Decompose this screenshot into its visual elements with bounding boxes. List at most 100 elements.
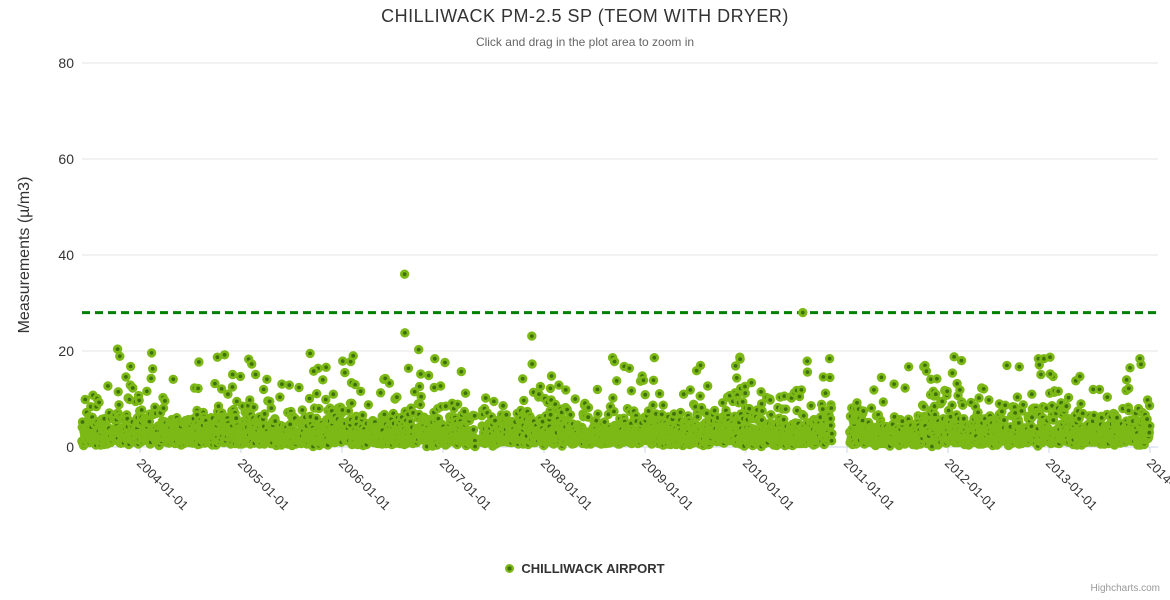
- data-point[interactable]: [921, 366, 932, 376]
- data-point[interactable]: [608, 393, 618, 403]
- data-point[interactable]: [304, 393, 315, 404]
- data-point[interactable]: [94, 397, 104, 408]
- data-point[interactable]: [125, 361, 136, 372]
- data-point[interactable]: [416, 369, 426, 379]
- data-point[interactable]: [1061, 401, 1072, 411]
- data-point[interactable]: [392, 392, 402, 402]
- data-point[interactable]: [878, 397, 888, 407]
- data-point[interactable]: [554, 380, 564, 390]
- data-point[interactable]: [955, 385, 965, 395]
- data-point[interactable]: [158, 403, 169, 413]
- data-point[interactable]: [112, 344, 123, 354]
- data-point[interactable]: [973, 407, 983, 418]
- data-point[interactable]: [338, 356, 348, 366]
- data-point[interactable]: [798, 307, 808, 318]
- data-point[interactable]: [757, 406, 767, 416]
- data-point[interactable]: [1094, 384, 1105, 395]
- data-point[interactable]: [416, 391, 426, 402]
- data-point[interactable]: [270, 416, 280, 426]
- data-point[interactable]: [740, 388, 750, 398]
- data-point[interactable]: [648, 375, 659, 385]
- data-point[interactable]: [350, 379, 360, 390]
- data-point[interactable]: [735, 354, 745, 364]
- data-point[interactable]: [545, 383, 556, 394]
- data-point[interactable]: [756, 387, 766, 397]
- data-point[interactable]: [654, 389, 665, 399]
- data-point[interactable]: [592, 384, 603, 395]
- data-point[interactable]: [142, 386, 152, 396]
- data-point[interactable]: [919, 402, 929, 412]
- data-point[interactable]: [489, 396, 499, 407]
- data-point[interactable]: [527, 359, 537, 369]
- data-point[interactable]: [1018, 400, 1028, 410]
- data-point[interactable]: [958, 400, 968, 410]
- data-point[interactable]: [114, 400, 124, 410]
- data-point[interactable]: [889, 379, 899, 389]
- data-point[interactable]: [802, 367, 813, 377]
- data-point[interactable]: [984, 395, 994, 405]
- data-point[interactable]: [246, 359, 257, 369]
- data-point[interactable]: [648, 400, 658, 410]
- data-point[interactable]: [956, 355, 967, 366]
- data-point[interactable]: [583, 402, 594, 413]
- data-point[interactable]: [231, 413, 241, 423]
- data-point[interactable]: [294, 382, 304, 393]
- data-point[interactable]: [802, 356, 812, 366]
- data-point[interactable]: [942, 386, 952, 396]
- data-point[interactable]: [876, 372, 887, 383]
- data-point[interactable]: [570, 394, 580, 404]
- data-point[interactable]: [275, 392, 285, 402]
- data-point[interactable]: [806, 401, 816, 411]
- data-point[interactable]: [128, 383, 138, 393]
- data-point[interactable]: [799, 411, 809, 421]
- data-point[interactable]: [363, 400, 374, 410]
- data-point[interactable]: [1000, 400, 1010, 410]
- data-point[interactable]: [146, 373, 156, 384]
- data-point[interactable]: [121, 372, 131, 382]
- data-point[interactable]: [147, 364, 158, 374]
- data-point[interactable]: [1012, 392, 1023, 402]
- data-point[interactable]: [399, 269, 410, 279]
- data-point[interactable]: [227, 382, 238, 392]
- data-point[interactable]: [424, 370, 434, 381]
- data-point[interactable]: [250, 369, 261, 380]
- legend-item-chilliwack-airport[interactable]: CHILLIWACK AIRPORT: [505, 561, 665, 576]
- data-point[interactable]: [979, 384, 989, 394]
- data-point[interactable]: [435, 381, 446, 391]
- data-point[interactable]: [459, 406, 470, 417]
- data-point[interactable]: [232, 396, 242, 407]
- data-point[interactable]: [1145, 421, 1155, 431]
- data-point[interactable]: [1124, 383, 1134, 394]
- data-point[interactable]: [904, 362, 914, 372]
- data-point[interactable]: [481, 393, 491, 403]
- data-point[interactable]: [309, 366, 319, 376]
- data-point[interactable]: [565, 410, 576, 420]
- data-point[interactable]: [348, 351, 358, 361]
- data-point[interactable]: [284, 380, 294, 390]
- data-point[interactable]: [403, 363, 414, 373]
- data-point[interactable]: [318, 375, 328, 385]
- data-point[interactable]: [518, 374, 528, 384]
- data-point[interactable]: [430, 354, 440, 364]
- highcharts-credit[interactable]: Highcharts.com: [1090, 583, 1160, 594]
- data-point[interactable]: [468, 425, 479, 435]
- data-point[interactable]: [1045, 369, 1055, 379]
- data-point[interactable]: [194, 357, 204, 367]
- data-point[interactable]: [546, 371, 557, 381]
- data-point[interactable]: [756, 399, 767, 409]
- data-point[interactable]: [931, 389, 941, 399]
- data-point[interactable]: [900, 383, 910, 393]
- data-point[interactable]: [1063, 392, 1074, 403]
- data-point[interactable]: [146, 348, 157, 358]
- data-point[interactable]: [440, 357, 450, 368]
- data-point[interactable]: [1027, 389, 1037, 399]
- data-point[interactable]: [545, 410, 556, 420]
- data-point[interactable]: [343, 406, 354, 416]
- data-point[interactable]: [115, 351, 125, 361]
- data-point[interactable]: [498, 401, 508, 411]
- data-point[interactable]: [709, 405, 720, 416]
- data-point[interactable]: [1045, 352, 1055, 362]
- data-point[interactable]: [245, 395, 255, 405]
- data-point[interactable]: [216, 384, 227, 394]
